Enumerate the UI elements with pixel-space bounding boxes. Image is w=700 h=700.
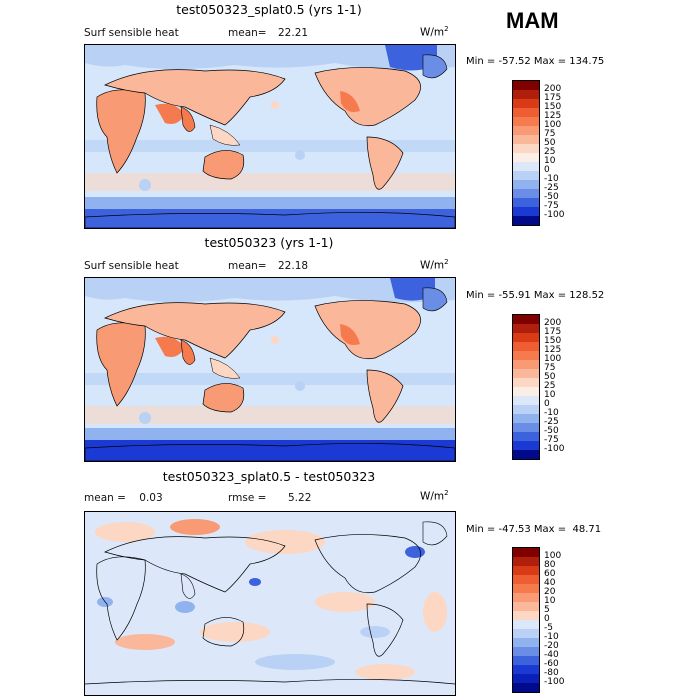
tick-label: 150: [544, 336, 562, 346]
tick-label: -100: [544, 677, 565, 687]
tick-label: 0: [544, 165, 550, 175]
tick-label: -75: [544, 201, 559, 211]
panel-1-title: test050323_splat0.5 (yrs 1-1): [176, 2, 362, 17]
panel-3-map: [84, 511, 456, 696]
panel-2-map: [84, 277, 456, 462]
panel-1-colorbar: [512, 80, 540, 226]
tick-label: 50: [544, 372, 556, 382]
season-label: MAM: [506, 8, 559, 33]
panel-3-units: W/m2: [420, 489, 449, 503]
tick-label: -5: [544, 623, 553, 633]
tick-label: 100: [544, 551, 562, 561]
panel-2-mean-label: mean=: [228, 260, 267, 272]
tick-label: 60: [544, 569, 556, 579]
panel-3-minmax: Min = -47.53 Max = 48.71: [466, 524, 602, 535]
tick-label: 10: [544, 596, 556, 606]
tick-label: 5: [544, 605, 550, 615]
panel-2-minmax: Min = -55.91 Max = 128.52: [466, 290, 605, 301]
tick-label: 40: [544, 578, 556, 588]
tick-label: 20: [544, 587, 556, 597]
panel-3-colorbar: [512, 547, 540, 693]
tick-label: 80: [544, 560, 556, 570]
tick-label: 150: [544, 102, 562, 112]
tick-label: 0: [544, 399, 550, 409]
panel-1-mean-label: mean=: [228, 27, 267, 39]
tick-label: 200: [544, 318, 562, 328]
tick-label: -60: [544, 659, 559, 669]
tick-label: -100: [544, 444, 565, 454]
tick-label: 10: [544, 156, 556, 166]
tick-label: 125: [544, 345, 562, 355]
panel-2-title: test050323 (yrs 1-1): [204, 235, 334, 250]
panel-2-mean-value: 22.18: [278, 260, 309, 272]
panel-3-rmse-value: 5.22: [288, 492, 312, 504]
tick-label: -80: [544, 668, 559, 678]
panel-3-mean-label: mean = 0.03: [84, 492, 163, 504]
tick-label: -10: [544, 632, 559, 642]
tick-label: -10: [544, 408, 559, 418]
panel-1-units: W/m2: [420, 25, 449, 39]
panel-2-colorbar: [512, 314, 540, 460]
tick-label: -100: [544, 210, 565, 220]
panel-2-units: W/m2: [420, 258, 449, 272]
tick-label: 0: [544, 614, 550, 624]
tick-label: -40: [544, 650, 559, 660]
tick-label: -10: [544, 174, 559, 184]
tick-label: 125: [544, 111, 562, 121]
panel-1-minmax: Min = -57.52 Max = 134.75: [466, 56, 605, 67]
tick-label: -25: [544, 417, 559, 427]
panel-1-mean-value: 22.21: [278, 27, 309, 39]
tick-label: 50: [544, 138, 556, 148]
panel-2-variable-label: Surf sensible heat: [84, 260, 179, 272]
tick-label: 75: [544, 129, 556, 139]
tick-label: 25: [544, 381, 556, 391]
tick-label: -50: [544, 192, 559, 202]
panel-3-title: test050323_splat0.5 - test050323: [162, 469, 376, 484]
panel-3-rmse-label: rmse =: [228, 492, 267, 504]
tick-label: 175: [544, 327, 562, 337]
panel-1-variable-label: Surf sensible heat: [84, 27, 179, 39]
tick-label: 25: [544, 147, 556, 157]
panel-1-map: [84, 44, 456, 229]
tick-label: 175: [544, 93, 562, 103]
tick-label: 75: [544, 363, 556, 373]
tick-label: 100: [544, 120, 562, 130]
tick-label: -25: [544, 183, 559, 193]
tick-label: -20: [544, 641, 559, 651]
tick-label: 10: [544, 390, 556, 400]
tick-label: 200: [544, 84, 562, 94]
tick-label: -75: [544, 435, 559, 445]
tick-label: 100: [544, 354, 562, 364]
tick-label: -50: [544, 426, 559, 436]
